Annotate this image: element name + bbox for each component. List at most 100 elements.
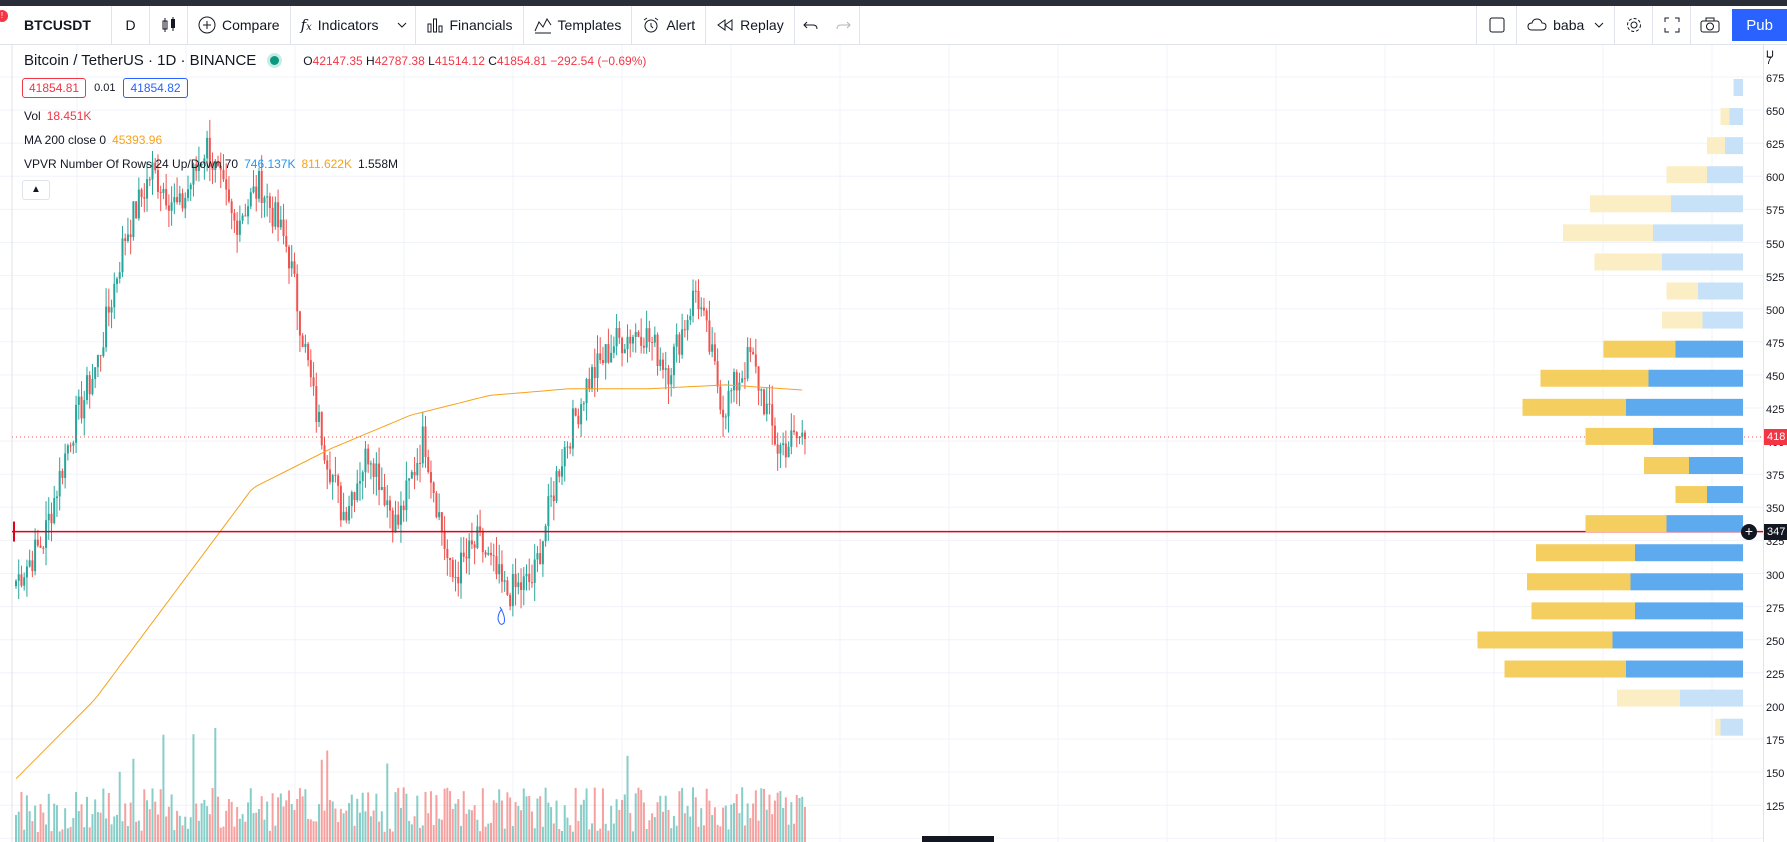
- symbol-title[interactable]: Bitcoin / TetherUS · 1D · BINANCE: [24, 52, 257, 69]
- settings-button[interactable]: [1614, 6, 1652, 44]
- buy-price-button[interactable]: 41854.82: [123, 78, 188, 98]
- candle-body: [307, 343, 310, 361]
- sell-price-button[interactable]: 41854.81: [22, 78, 87, 98]
- volume-bar: [238, 818, 241, 842]
- volume-bar: [801, 796, 804, 842]
- candle-body: [681, 329, 684, 355]
- add-alert-plus-icon[interactable]: +: [1741, 523, 1757, 540]
- volume-bar: [105, 818, 108, 842]
- candle-body: [345, 511, 348, 521]
- volume-bar: [42, 812, 45, 842]
- volume-bar: [582, 799, 585, 842]
- candle-body: [741, 378, 744, 383]
- candle-body: [623, 349, 626, 354]
- volume-bar: [192, 734, 195, 842]
- candle-body: [724, 416, 727, 418]
- replay-button[interactable]: Replay: [706, 6, 795, 44]
- volume-bar: [372, 810, 375, 842]
- volume-bar: [69, 826, 72, 842]
- candle-body: [634, 331, 637, 337]
- alert-button[interactable]: Alert: [632, 6, 707, 44]
- candle-body: [296, 273, 299, 312]
- volume-profile-up-bar: [1666, 515, 1743, 533]
- volume-bar: [266, 801, 269, 842]
- layout-button[interactable]: [1476, 6, 1516, 44]
- candle-body: [45, 520, 48, 548]
- cloud-layout-button[interactable]: baba: [1516, 6, 1614, 44]
- financials-button[interactable]: Financials: [416, 6, 524, 44]
- candle-body: [629, 336, 632, 344]
- candle-body: [249, 192, 252, 207]
- candle-body: [700, 307, 703, 310]
- candle-body: [432, 482, 435, 494]
- chart-pane[interactable]: [0, 45, 1787, 842]
- indicators-dropdown-button[interactable]: [389, 6, 416, 44]
- publish-button[interactable]: Pub: [1732, 9, 1787, 41]
- volume-bar: [124, 803, 127, 842]
- volume-bar: [585, 788, 588, 842]
- notification-badge: !: [0, 10, 8, 22]
- candle-body: [547, 496, 550, 527]
- low-value: 41514.12: [434, 53, 485, 68]
- candle-body: [189, 184, 192, 190]
- vpvr-legend[interactable]: VPVR Number Of Rows 24 Up/Down 70 746.137…: [24, 157, 398, 171]
- chart-canvas[interactable]: [0, 45, 1763, 842]
- candle-body: [591, 367, 594, 389]
- volume-bar: [700, 808, 703, 842]
- volume-bar: [492, 800, 495, 842]
- candle-body: [399, 505, 402, 525]
- snapshot-button[interactable]: [1690, 6, 1728, 44]
- candle-body: [743, 378, 746, 380]
- candle-body: [378, 463, 381, 490]
- candle-body: [732, 372, 735, 391]
- candle-body: [588, 378, 591, 389]
- candle-body: [290, 261, 293, 269]
- volume-bar: [304, 789, 307, 842]
- ma-legend[interactable]: MA 200 close 0 45393.96: [24, 133, 162, 147]
- volume-bar: [449, 791, 452, 842]
- candle-body: [227, 189, 230, 202]
- volume-profile-up-bar: [1729, 108, 1743, 126]
- volume-bar: [626, 755, 629, 842]
- candle-body: [618, 328, 621, 338]
- price-scale[interactable]: U 67565062560057555052550047545042540037…: [1763, 45, 1787, 842]
- templates-button[interactable]: Templates: [524, 6, 633, 44]
- time-scroll-handle[interactable]: [922, 836, 994, 842]
- indicators-button[interactable]: fx Indicators: [291, 6, 389, 44]
- volume-bar: [416, 795, 419, 842]
- candle-body: [53, 498, 56, 524]
- candle-body: [754, 354, 757, 367]
- symbol-search-button[interactable]: BTCUSDT: [0, 6, 112, 44]
- price-scale-label: 7: [1766, 55, 1773, 67]
- candle-body: [176, 197, 179, 203]
- candle-body: [298, 311, 301, 336]
- volume-bar: [667, 809, 670, 842]
- chart-type-button[interactable]: [150, 6, 188, 44]
- candle-body: [353, 492, 356, 501]
- volume-bar: [326, 750, 329, 842]
- volume-bar: [312, 821, 315, 842]
- volume-bar: [148, 809, 151, 842]
- volume-bar: [252, 813, 255, 842]
- volume-bar: [28, 811, 31, 842]
- candle-body: [552, 495, 555, 501]
- volume-profile-down-bar: [1617, 689, 1680, 707]
- volume-profile-down-bar: [1603, 340, 1676, 358]
- candle-body: [662, 359, 665, 370]
- volume-legend[interactable]: Vol 18.451K: [24, 109, 91, 123]
- interval-button[interactable]: D: [112, 6, 150, 44]
- candle-body: [69, 445, 72, 447]
- volume-bar: [116, 814, 119, 842]
- redo-button[interactable]: [827, 6, 860, 44]
- fullscreen-button[interactable]: [1652, 6, 1690, 44]
- undo-button[interactable]: [795, 6, 827, 44]
- legend-collapse-button[interactable]: ▲: [22, 180, 50, 200]
- volume-bar: [331, 801, 334, 842]
- candle-body: [116, 278, 119, 284]
- volume-profile-down-bar: [1536, 544, 1635, 562]
- volume-bar: [722, 807, 725, 842]
- candle-body: [427, 456, 430, 473]
- volume-bar: [110, 824, 113, 842]
- candle-body: [252, 186, 255, 193]
- compare-button[interactable]: Compare: [188, 6, 291, 44]
